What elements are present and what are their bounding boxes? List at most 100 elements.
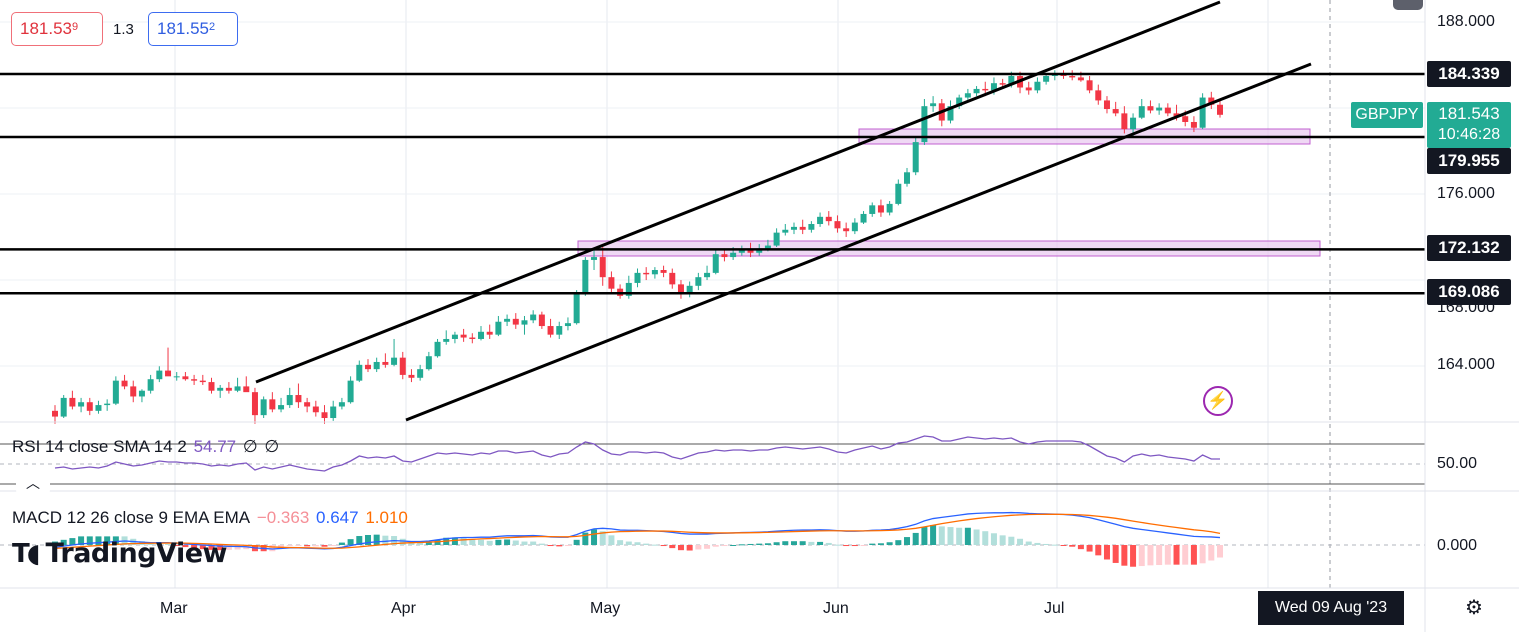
candle-body xyxy=(173,376,180,378)
level-tag[interactable]: 179.955 xyxy=(1427,148,1511,174)
candle-body xyxy=(1103,100,1110,110)
candle-body xyxy=(373,361,380,370)
spread-value: 1.3 xyxy=(113,21,134,38)
macd-legend[interactable]: MACD 12 26 close 9 EMA EMA −0.363 0.647 … xyxy=(12,508,410,528)
chevron-up-icon[interactable]: ︿ xyxy=(16,472,50,494)
candle-body xyxy=(782,229,789,233)
candle-body xyxy=(225,387,232,391)
macd-histogram-bar xyxy=(982,531,989,545)
candle-body xyxy=(304,402,311,407)
level-tag[interactable]: 184.339 xyxy=(1427,61,1511,87)
candle-body xyxy=(1095,90,1102,101)
last-price-tag[interactable]: 181.543 10:46:28 xyxy=(1427,102,1511,148)
candle-body xyxy=(538,314,545,327)
macd-histogram-bar xyxy=(269,545,276,552)
candle-body xyxy=(912,142,919,173)
candle-body xyxy=(1121,113,1128,130)
candle-body xyxy=(1190,121,1197,128)
sell-price-box[interactable]: 181.53 9 xyxy=(11,12,103,46)
macd-histogram-bar xyxy=(286,545,293,547)
macd-histogram-bar xyxy=(843,545,850,547)
candle-body xyxy=(86,402,93,411)
last-price: 181.543 xyxy=(1438,104,1500,123)
candle-body xyxy=(399,357,406,375)
candle-body xyxy=(886,203,893,213)
candle-body xyxy=(904,172,911,184)
candle-body xyxy=(1060,74,1067,76)
macd-histogram-bar xyxy=(1130,545,1137,567)
candle-body xyxy=(269,399,276,410)
macd-histogram-bar xyxy=(1034,542,1041,545)
candle-body xyxy=(730,252,737,258)
macd-histogram-bar xyxy=(1164,545,1171,565)
level-tag[interactable]: 172.132 xyxy=(1427,235,1511,261)
lightning-icon[interactable]: ⚡ xyxy=(1203,386,1233,416)
candle-body xyxy=(330,406,337,419)
macd-histogram-bar xyxy=(417,542,424,545)
candle-body xyxy=(243,386,250,393)
candle-body xyxy=(495,321,502,335)
candle-body xyxy=(843,228,850,232)
camera-icon[interactable] xyxy=(1393,0,1423,10)
macd-histogram-bar xyxy=(1147,545,1154,566)
macd-histogram-bar xyxy=(486,540,493,545)
candle-body xyxy=(582,259,589,295)
rsi-legend[interactable]: RSI 14 close SMA 14 2 54.77 ∅ ∅ xyxy=(12,437,281,457)
candle-body xyxy=(156,370,163,380)
macd-histogram-bar xyxy=(860,545,867,546)
candle-body xyxy=(425,356,432,370)
candle-body xyxy=(165,370,172,377)
macd-histogram-bar xyxy=(1017,538,1024,545)
level-tag[interactable]: 169.086 xyxy=(1427,279,1511,305)
macd-histogram-bar xyxy=(208,545,215,550)
macd-histogram-bar xyxy=(686,545,693,551)
tradingview-logo[interactable]: T◖ TradingView xyxy=(12,538,227,569)
candle-body xyxy=(921,106,928,143)
macd-histogram-bar xyxy=(869,543,876,545)
candle-body xyxy=(434,341,441,357)
candle-body xyxy=(860,213,867,223)
macd-histogram-bar xyxy=(930,524,937,545)
bar-countdown: 10:46:28 xyxy=(1437,126,1501,143)
macd-histogram-bar xyxy=(182,545,189,548)
macd-histogram-bar xyxy=(86,536,93,545)
macd-histogram-bar xyxy=(747,543,754,545)
macd-histogram-bar xyxy=(538,543,545,545)
sell-price-sup: 9 xyxy=(72,21,79,33)
macd-histogram-value: −0.363 xyxy=(256,508,310,527)
macd-histogram-bar xyxy=(1008,536,1015,545)
candle-body xyxy=(530,314,537,321)
macd-histogram-bar xyxy=(1208,545,1215,561)
gear-icon[interactable]: ⚙ xyxy=(1465,597,1483,619)
candle-body xyxy=(260,399,267,416)
macd-histogram-bar xyxy=(825,542,832,545)
candle-body xyxy=(677,284,684,295)
macd-histogram-bar xyxy=(469,539,476,545)
candle-body xyxy=(964,93,971,98)
macd-histogram-bar xyxy=(173,545,180,546)
symbol-tag[interactable]: GBPJPY xyxy=(1351,102,1423,128)
macd-title: MACD 12 26 close 9 EMA EMA xyxy=(12,508,251,527)
candle-body xyxy=(52,410,58,417)
macd-histogram-bar xyxy=(338,542,345,545)
candle-body xyxy=(182,376,189,380)
candle-body xyxy=(234,386,241,391)
candle-body xyxy=(877,205,884,213)
candle-body xyxy=(1173,113,1180,117)
macd-histogram-bar xyxy=(104,536,111,545)
macd-histogram-bar xyxy=(460,538,467,545)
candle-body xyxy=(1086,80,1093,91)
candle-body xyxy=(982,88,989,91)
macd-histogram-bar xyxy=(912,532,919,545)
candle-body xyxy=(764,245,771,249)
macd-histogram-bar xyxy=(782,541,789,545)
buy-price-box[interactable]: 181.55 2 xyxy=(148,12,238,46)
macd-line xyxy=(54,511,1221,550)
macd-histogram-bar xyxy=(712,545,719,547)
candle-body xyxy=(486,331,493,335)
candle-body xyxy=(799,226,806,230)
candle-body xyxy=(391,357,398,365)
macd-histogram-bar xyxy=(773,542,780,545)
macd-histogram-bar xyxy=(147,543,154,545)
